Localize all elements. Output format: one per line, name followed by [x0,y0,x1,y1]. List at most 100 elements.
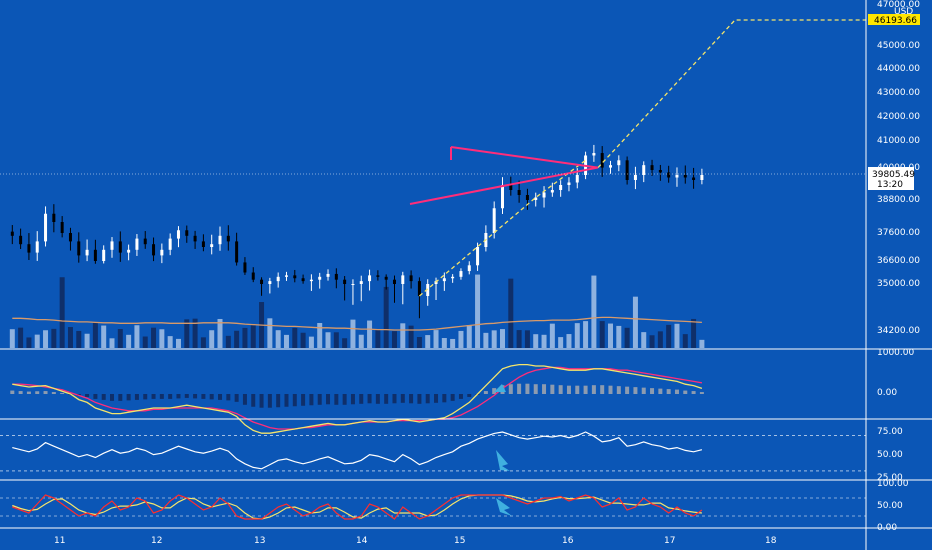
macd-hist-bar [251,394,256,407]
candle-body [401,275,405,284]
candle-body [77,241,81,256]
volume-bar [184,319,190,348]
countdown-label: 13:20 [877,180,903,190]
volume-bar [616,325,622,348]
candle-body [193,235,197,242]
macd-hist-bar [434,394,439,403]
macd-hist-bar [326,394,331,405]
candle-body [226,235,230,242]
macd-hist-bar [93,394,98,399]
macd-hist-bar [209,394,214,400]
macd-tick-label: 0.00 [877,388,897,398]
volume-bar [533,334,539,348]
volume-bar [450,338,456,348]
current-price-label: 39805.49 [872,170,915,180]
macd-tick-label: 1000.00 [877,348,914,358]
candlesticks [10,144,704,319]
volume-bar [375,329,381,348]
candle-body [600,153,604,168]
candle-body [683,175,687,178]
macd-hist-bar [641,387,646,394]
macd-hist-bar [392,394,397,404]
macd-hist-bar [467,394,472,397]
macd-hist-bar [184,394,189,398]
macd-hist-bar [234,394,239,402]
macd-hist-bar [633,387,638,394]
volume-bar [608,323,614,348]
volume-bar [109,338,115,348]
macd-hist-bar [492,388,497,394]
macd-hist-bar [558,385,563,394]
candle-body [517,190,521,195]
candle-body [451,276,455,279]
macd-hist-bar [566,385,571,394]
time-tick-label: 17 [664,536,675,546]
candle-body [359,281,363,284]
candle-body [168,238,172,250]
candle-body [19,235,23,245]
candle-body [525,195,529,200]
macd-hist-bar [542,384,547,394]
candle-body [459,271,463,277]
macd-hist-bar [126,394,131,401]
volume-bar [416,337,422,348]
candle-body [559,185,563,190]
price-axis[interactable]: 46000.0045000.0044000.0043000.0042000.00… [868,14,920,533]
candle-body [218,235,222,245]
candle-body [500,185,504,209]
candle-body [368,275,372,282]
macd-hist-bar [409,394,414,404]
macd-hist-bar [176,394,181,399]
drawings [0,19,866,297]
stoch-k-line [12,494,703,520]
candle-body [567,182,571,185]
volume-ma-line [12,316,702,331]
candle-body [44,213,48,242]
macd-hist-bar [517,383,522,394]
macd-hist-bar [658,388,663,394]
volume-bar [151,327,157,348]
candle-body [384,276,388,280]
macd-hist-bar [51,392,56,394]
volume-bar [524,330,530,348]
candle-body [667,172,671,178]
volume-bar [333,332,339,348]
volume-bar [541,334,547,348]
price-tick-label: 34200.00 [877,326,920,336]
candle-body [176,230,180,239]
price-tick-label: 37600.00 [877,228,920,238]
candle-body [284,275,288,277]
macd-hist-bar [317,394,322,405]
time-axis[interactable]: 11 12 13 14 15 16 17 18 [54,536,777,546]
volume-bar [583,321,589,348]
price-tick-label: 38800.00 [877,195,920,205]
macd-hist-bar [575,385,580,394]
volume-bar [367,320,373,348]
time-tick-label: 15 [454,536,465,546]
price-tick-label: 42000.00 [877,112,920,122]
volume-bar [67,327,73,348]
macd-hist-bar [450,394,455,401]
volume-bar [134,325,140,348]
candle-body [334,273,338,280]
macd-hist-bar [458,394,463,399]
macd-hist-bar [309,394,314,406]
time-tick-label: 11 [54,536,65,546]
macd-hist-bar [143,394,148,400]
candle-body [343,279,347,284]
volume-bar [682,334,688,348]
candle-body [301,278,305,282]
candle-body [10,231,14,236]
macd-hist-bar [666,389,671,394]
macd-hist-bar [674,389,679,394]
volume-bar [175,338,181,348]
macd-hist-bar [650,388,655,394]
volume-ma-line [12,316,702,331]
volume-bar [458,330,464,348]
time-tick-label: 12 [151,536,162,546]
volume-bar [192,318,198,348]
macd-hist-bar [425,394,430,404]
forecast-path-in [418,159,586,297]
